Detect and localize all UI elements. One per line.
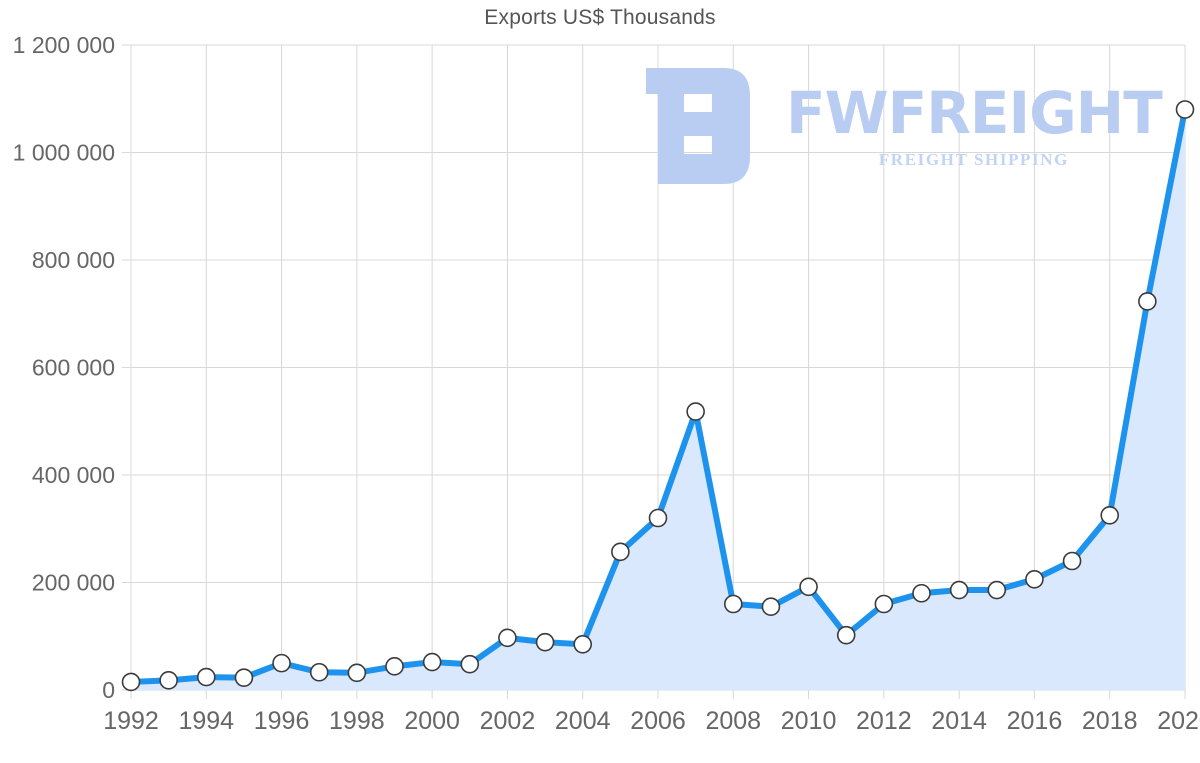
y-tick-label: 0 [102,677,115,703]
x-tick-label: 2012 [856,707,912,735]
x-tick-label: 1998 [329,707,385,735]
data-point-marker [1138,292,1157,311]
x-tick-label: 2008 [705,707,761,735]
x-tick-label: 1994 [178,707,234,735]
data-point-marker [309,662,329,682]
data-point-marker [1175,100,1195,119]
data-point-marker [121,672,141,692]
data-point-marker [761,597,781,616]
data-point-marker [272,653,291,673]
data-point-marker [159,671,178,690]
data-point-marker [1025,569,1044,589]
data-point-marker [723,594,743,614]
x-tick-label: 1992 [103,707,159,735]
data-point-marker [912,583,931,603]
x-tick-label: 2006 [630,707,686,735]
y-tick-label: 600 000 [32,355,115,381]
area-fill [131,109,1185,690]
data-point-marker [611,542,630,562]
data-point-marker [234,668,254,687]
data-point-marker [836,625,856,645]
data-point-marker [460,654,480,674]
data-point-marker [949,580,969,600]
x-tick-label: 1996 [254,707,310,735]
data-point-markers [121,100,1195,692]
x-tick-label: 2010 [781,707,837,735]
x-tick-label: 2004 [555,707,611,735]
data-point-marker [535,632,555,652]
chart-title: Exports US$ Thousands [484,6,716,29]
x-tick-label: 2000 [404,707,460,735]
x-tick-label: 2002 [480,707,536,735]
y-tick-label: 200 000 [32,570,115,596]
data-point-marker [987,580,1007,600]
data-point-marker [422,652,442,672]
data-point-marker [648,508,668,528]
x-tick-label: 2020 [1157,707,1200,735]
y-tick-label: 800 000 [32,247,115,273]
data-point-marker [347,663,367,683]
y-tick-label: 1 000 000 [13,140,115,166]
data-point-marker [874,594,894,614]
data-point-marker [686,402,705,421]
y-tick-label: 400 000 [32,462,115,488]
data-point-marker [1100,506,1120,525]
data-point-marker [1062,551,1082,571]
data-point-marker [498,628,517,648]
x-axis-tick-labels: 1992 1994 1996 1998 2000 2002 2004 2006 2008 2010… [103,707,1200,735]
x-tick-label: 2016 [1007,707,1063,735]
series-area [131,109,1185,690]
y-tick-label: 1 200 000 [13,32,115,58]
data-point-marker [196,667,216,687]
y-axis-tick-labels: 1 200 000 1 000 000 800 000 600 000 400 000 2… [13,32,115,703]
x-tick-label: 2014 [931,707,987,735]
data-point-marker [385,657,404,676]
data-point-marker [799,577,818,597]
data-point-marker [573,635,593,654]
x-tick-label: 2018 [1082,707,1138,735]
